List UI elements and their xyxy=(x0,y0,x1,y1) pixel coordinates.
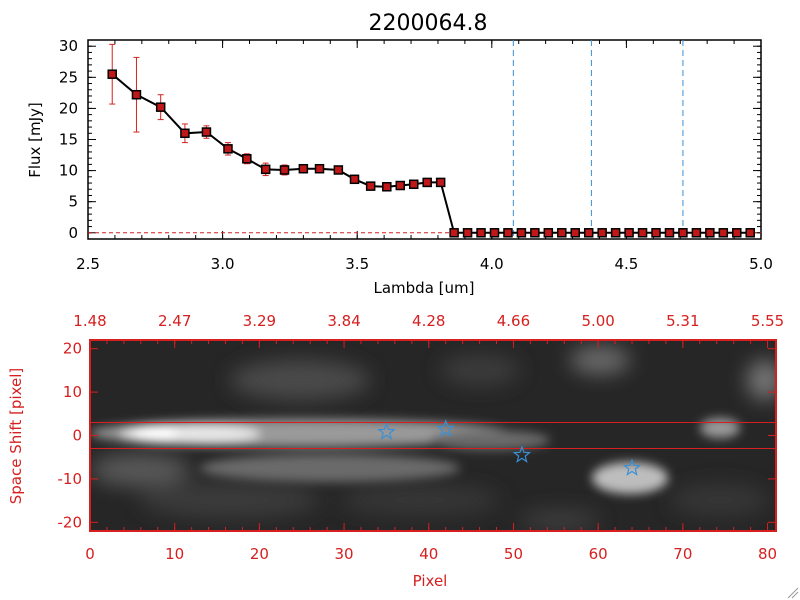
x-axis-label: Lambda [um] xyxy=(374,279,475,297)
data-point xyxy=(155,102,166,112)
y-tick-label: 0 xyxy=(68,224,78,242)
data-point xyxy=(349,174,360,185)
pixel-tick-label: 70 xyxy=(673,545,692,563)
data-point xyxy=(333,165,344,175)
star-marker xyxy=(622,458,642,476)
data-point xyxy=(180,128,190,139)
space-shift-axis-label: Space Shift [pixel] xyxy=(7,368,25,505)
flux-series xyxy=(107,43,755,238)
data-point xyxy=(279,165,290,175)
data-point xyxy=(583,228,594,238)
wavelength-tick-label: 1.48 xyxy=(73,312,106,330)
x-tick-label: 3.0 xyxy=(211,255,235,273)
data-point xyxy=(597,228,607,238)
data-point xyxy=(131,89,142,100)
resize-grip-icon[interactable] xyxy=(787,587,799,599)
shift-tick-label: -10 xyxy=(58,470,83,488)
pixel-tick-label: 0 xyxy=(85,545,95,563)
star-marker xyxy=(436,419,455,437)
data-point xyxy=(543,228,554,238)
data-point xyxy=(107,69,117,79)
data-point xyxy=(223,144,233,154)
data-point xyxy=(489,228,500,238)
wavelength-tick-label: 5.00 xyxy=(581,312,614,330)
marker-stars xyxy=(377,419,642,476)
data-point xyxy=(678,228,688,238)
data-point xyxy=(732,228,742,238)
y-tick-label: 20 xyxy=(59,99,78,117)
data-point xyxy=(298,163,309,174)
data-point xyxy=(651,228,661,238)
data-point xyxy=(395,180,406,191)
data-point xyxy=(718,228,729,238)
x-tick-label: 2.5 xyxy=(76,255,100,273)
data-point xyxy=(503,228,513,238)
data-point xyxy=(462,228,473,238)
data-point xyxy=(365,181,376,191)
data-point xyxy=(691,228,702,238)
pixel-axis-label: Pixel xyxy=(413,572,448,590)
spectral-image xyxy=(90,340,776,531)
data-point xyxy=(570,228,581,238)
extraction-aperture xyxy=(90,421,776,450)
pixel-tick-label: 60 xyxy=(589,545,608,563)
data-point xyxy=(201,127,212,137)
shift-tick-label: 10 xyxy=(63,383,82,401)
shift-tick-label: -20 xyxy=(58,513,83,531)
data-point xyxy=(449,228,459,238)
image-axis-ticks: 0 1.48 10 2.47 20 3.29 30 3.84 40 4.28 50 4.66 60 5.0… xyxy=(58,312,785,563)
x-tick-label: 5.0 xyxy=(749,255,773,273)
star-marker xyxy=(377,422,396,440)
top-axis-ticks: 2.5 3.0 3.5 4.0 4.5 5.0 0 5 10 15 20 25 30 xyxy=(59,37,773,273)
data-point xyxy=(530,228,540,238)
data-point xyxy=(557,228,567,238)
x-tick-label: 4.5 xyxy=(614,255,638,273)
data-point xyxy=(745,228,755,238)
pixel-tick-label: 50 xyxy=(504,545,523,563)
x-tick-label: 4.0 xyxy=(480,255,504,273)
data-point xyxy=(260,164,271,175)
data-point xyxy=(624,228,634,238)
wavelength-tick-label: 5.31 xyxy=(666,312,699,330)
chart-title: 2200064.8 xyxy=(369,11,488,36)
data-point xyxy=(408,179,419,190)
data-point xyxy=(705,228,715,238)
data-point xyxy=(314,163,325,174)
pixel-tick-label: 80 xyxy=(758,545,777,563)
data-point xyxy=(435,177,446,188)
data-point xyxy=(610,228,621,238)
data-point xyxy=(382,182,392,192)
wavelength-tick-label: 3.29 xyxy=(243,312,276,330)
wavelength-tick-label: 2.47 xyxy=(158,312,191,330)
y-axis-label: Flux [mJy] xyxy=(26,102,44,178)
data-point xyxy=(242,154,252,164)
pixel-tick-label: 20 xyxy=(250,545,269,563)
y-tick-label: 10 xyxy=(59,162,78,180)
x-tick-label: 3.5 xyxy=(345,255,369,273)
shift-tick-label: 20 xyxy=(63,340,82,358)
y-tick-label: 25 xyxy=(59,68,78,86)
reference-lines xyxy=(88,40,761,239)
y-tick-label: 15 xyxy=(59,131,78,149)
pixel-tick-label: 30 xyxy=(335,545,354,563)
data-point xyxy=(516,228,527,238)
data-point xyxy=(476,228,486,238)
pixel-tick-label: 10 xyxy=(165,545,184,563)
y-tick-label: 30 xyxy=(59,37,78,55)
y-tick-label: 5 xyxy=(68,193,78,211)
wavelength-tick-label: 5.55 xyxy=(751,312,784,330)
data-point xyxy=(637,228,648,238)
wavelength-tick-label: 4.66 xyxy=(497,312,530,330)
star-marker xyxy=(512,445,532,463)
shift-tick-label: 0 xyxy=(72,427,82,445)
data-point xyxy=(422,177,432,188)
top-plot-frame xyxy=(87,39,762,240)
data-point xyxy=(664,228,675,238)
wavelength-tick-label: 3.84 xyxy=(327,312,360,330)
pixel-tick-label: 40 xyxy=(419,545,438,563)
wavelength-tick-label: 4.28 xyxy=(412,312,445,330)
flux-line xyxy=(111,73,751,234)
